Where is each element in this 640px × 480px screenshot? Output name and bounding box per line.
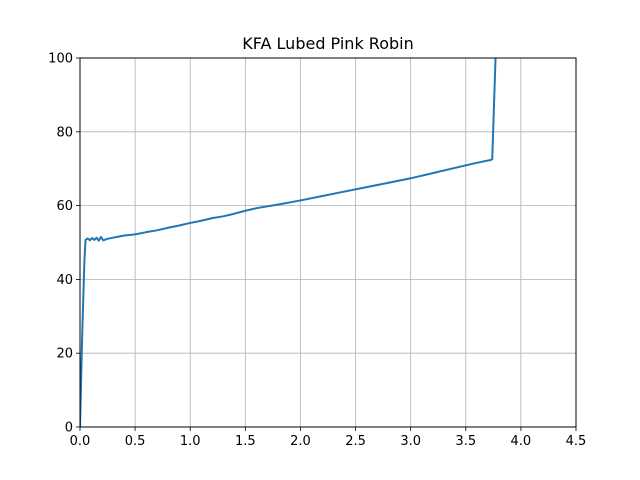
y-tick-label: 40 [56, 273, 73, 288]
y-tick-label: 0 [65, 421, 73, 436]
x-tick-label: 0.0 [70, 434, 91, 449]
x-tick-label: 1.0 [180, 434, 201, 449]
y-tick-label: 80 [56, 125, 73, 140]
series-line-1 [80, 58, 497, 427]
plot-frame [79, 57, 577, 428]
y-tick-label: 60 [56, 199, 73, 214]
x-tick-label: 1.5 [235, 434, 256, 449]
y-tick-label: 100 [48, 52, 73, 67]
x-tick-label: 3.5 [455, 434, 476, 449]
x-tick-label: 2.0 [290, 434, 311, 449]
x-tick-label: 3.0 [400, 434, 421, 449]
series-layer [80, 58, 497, 427]
x-tick-label: 4.5 [566, 434, 587, 449]
y-tick-label: 20 [56, 347, 73, 362]
x-tick-label: 0.5 [125, 434, 146, 449]
ticks: 0.0 0.5 1.0 1.5 2.0 2.5 3.0 3.5 4.0 4.5 0 20 40 60 80 1… [48, 52, 586, 450]
chart-title: KFA Lubed Pink Robin [242, 34, 413, 53]
x-tick-label: 4.0 [511, 434, 532, 449]
x-tick-label: 2.5 [345, 434, 366, 449]
